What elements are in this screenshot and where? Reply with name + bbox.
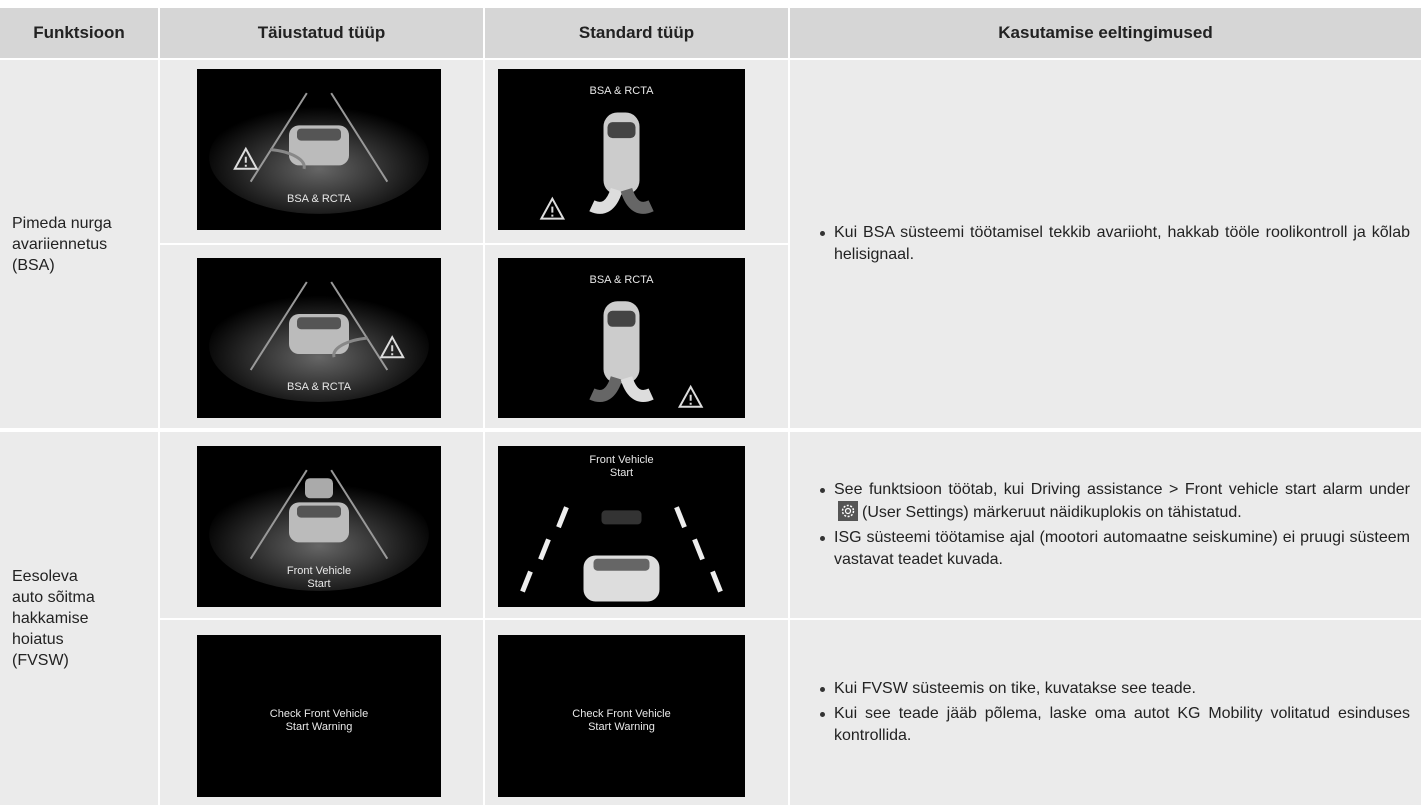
settings-icon	[838, 501, 858, 521]
text-line: Eesoleva	[12, 568, 78, 585]
illustration	[209, 92, 429, 214]
car-window	[297, 317, 341, 330]
car-window	[607, 310, 636, 327]
car-window	[607, 122, 636, 139]
header-cell: Standard tüüp	[485, 8, 788, 58]
screen-image: Front Vehicle Start	[498, 446, 745, 607]
lane-dash	[556, 506, 569, 529]
text-line: (BSA)	[12, 256, 55, 274]
bullet-item: See funktsioon töötab, kui Driving assis…	[820, 479, 1410, 524]
screen-text-line: BSA & RCTA	[287, 192, 351, 205]
header-cell: Kasutamise eeltingimused	[790, 8, 1421, 58]
illustration	[589, 301, 704, 408]
illustration	[209, 281, 429, 402]
car-window	[593, 558, 650, 571]
screen-text: Check Front Vehicle Start Warning	[197, 708, 441, 734]
screen-text: BSA & RCTA	[197, 193, 441, 206]
conditions-cell: Kui BSA süsteemi töötamisel tekkib avari…	[790, 60, 1421, 428]
function-cell: Eesoleva auto sõitma hakkamise hoiatus (…	[0, 432, 158, 805]
text-line: hoiatus	[12, 631, 64, 648]
zone	[589, 375, 623, 402]
car-window	[297, 128, 341, 141]
screen-image: BSA & RCTA	[197, 258, 441, 418]
function-cell: Pimeda nurga avariiennetus (BSA)	[0, 60, 158, 428]
text: (User Settings) märkeruut näidikuplokis …	[862, 504, 1242, 521]
text-line: auto sõitma	[12, 589, 95, 606]
bullet-item: ISG süsteemi töötamise ajal (mootori aut…	[820, 527, 1410, 571]
screen-text: Check Front Vehicle Start Warning	[498, 708, 745, 734]
header-cell: Täiustatud tüüp	[160, 8, 483, 58]
screen-text-line: BSA & RCTA	[589, 85, 654, 98]
header-cell: Funktsioon	[0, 8, 158, 58]
screen-image: BSA & RCTA	[498, 258, 745, 418]
screen-image: Front Vehicle Start	[197, 446, 441, 607]
screen-text: Front Vehicle Start	[498, 454, 745, 480]
bullet-item: Kui FVSW süsteemis on tike, kuvatakse se…	[820, 678, 1410, 700]
zone	[270, 148, 306, 170]
screen-text-line: Start	[609, 467, 634, 480]
warning-icon	[677, 384, 704, 408]
screen-text-line: Start Warning	[588, 720, 655, 733]
warning-icon	[539, 196, 566, 220]
screen-text-line: Start	[307, 578, 331, 591]
car	[305, 478, 333, 499]
lane-dash	[710, 570, 723, 593]
car-window	[297, 505, 341, 518]
screen-text-line: Start Warning	[285, 720, 353, 733]
text-line: avariiennetus	[12, 235, 108, 253]
lane-dash	[692, 538, 705, 561]
screen-image: Check Front Vehicle Start Warning	[498, 635, 745, 797]
illustration	[209, 469, 429, 591]
screen-image: BSA & RCTA	[498, 69, 745, 230]
screen-image: Check Front Vehicle Start Warning	[197, 635, 441, 797]
conditions-cell: Kui FVSW süsteemis on tike, kuvatakse se…	[790, 620, 1421, 805]
lane-dash	[520, 570, 533, 593]
zone	[620, 187, 654, 214]
screen-text: Front Vehicle Start	[197, 565, 441, 591]
bullet-item: Kui see teade jääb põlema, laske oma aut…	[820, 703, 1410, 747]
screen-text: BSA & RCTA	[498, 274, 745, 287]
bullet-item: Kui BSA süsteemi töötamisel tekkib avari…	[820, 222, 1410, 266]
lane	[249, 469, 389, 560]
screen-text-line: BSA & RCTA	[589, 274, 654, 286]
lane	[249, 281, 389, 371]
lane-dash	[538, 538, 551, 561]
lane	[249, 92, 389, 183]
car	[601, 510, 642, 525]
text-line: hakkamise	[12, 610, 89, 627]
screen-text-line: Front Vehicle	[589, 454, 654, 467]
illustration	[539, 112, 654, 220]
screen-image: BSA & RCTA	[197, 69, 441, 230]
screen-text: BSA & RCTA	[498, 85, 745, 98]
text-line: (FVSW)	[12, 652, 69, 669]
warning-icon	[379, 335, 405, 359]
warning-icon	[233, 146, 259, 170]
zone	[589, 187, 623, 214]
screen-text-line: BSA & RCTA	[287, 381, 351, 394]
zone	[620, 375, 654, 402]
screen-text: BSA & RCTA	[197, 381, 441, 394]
screen-text-line: Front Vehicle	[286, 565, 352, 578]
text-line: Pimeda nurga	[12, 214, 112, 232]
screen-text-line: Check Front Vehicle	[572, 707, 671, 720]
zone	[332, 336, 368, 358]
conditions-cell: See funktsioon töötab, kui Driving assis…	[790, 432, 1421, 618]
illustration	[520, 506, 723, 602]
lane-dash	[674, 506, 687, 529]
text: See funktsioon töötab, kui Driving assis…	[834, 481, 1410, 498]
screen-text-line: Check Front Vehicle	[269, 707, 369, 720]
